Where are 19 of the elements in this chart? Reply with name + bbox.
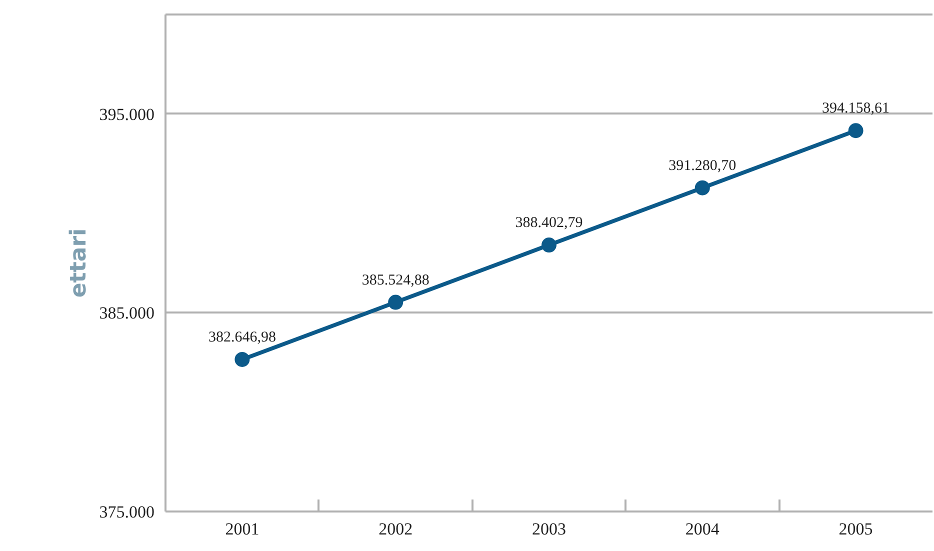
data-label: 391.280,70	[668, 158, 736, 174]
data-label: 388.402,79	[515, 215, 583, 232]
point	[694, 180, 710, 196]
x-tick-label: 2005	[838, 520, 873, 538]
y-tick-label: 395.000	[99, 104, 154, 124]
y-tick-label: 385.000	[99, 304, 154, 323]
data-label: 394.158,61	[822, 100, 890, 117]
data-label: 382.646,98	[208, 329, 276, 346]
point	[542, 238, 556, 253]
point	[848, 123, 864, 138]
x-tick-label: 2002	[378, 520, 413, 538]
point	[234, 352, 250, 367]
x-tick-label: 2004	[685, 520, 720, 538]
x-tick-label: 2001	[225, 520, 260, 538]
y-axis-title: ettari	[66, 228, 92, 298]
data-label: 385.524,88	[362, 272, 430, 288]
point	[388, 294, 404, 310]
x-tick-label: 2003	[532, 520, 566, 538]
y-tick-label: 375.000	[99, 502, 154, 522]
